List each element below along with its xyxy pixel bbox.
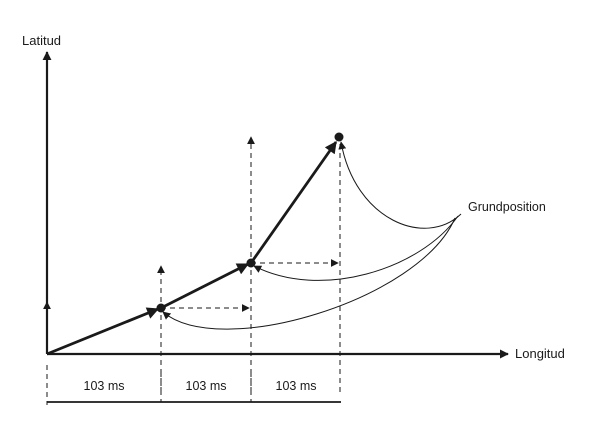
y-axis-label: Latitud: [22, 33, 61, 48]
position-dot-2: [246, 258, 256, 268]
position-dot-1: [156, 303, 166, 313]
return-curve-1: [162, 217, 456, 330]
trajectory-vector-2: [160, 262, 250, 310]
interval-label-2: 103 ms: [186, 379, 227, 393]
interval-label-1: 103 ms: [84, 379, 125, 393]
grundposition-label: Grundposition: [468, 200, 546, 214]
return-curve-2: [253, 215, 459, 281]
interval-label-3: 103 ms: [276, 379, 317, 393]
trajectory-vector-3: [249, 141, 338, 264]
trajectory-vector-1: [46, 307, 160, 356]
position-dot-3: [334, 132, 344, 142]
x-axis-label: Longitud: [515, 346, 565, 361]
return-curve-3: [338, 141, 462, 229]
